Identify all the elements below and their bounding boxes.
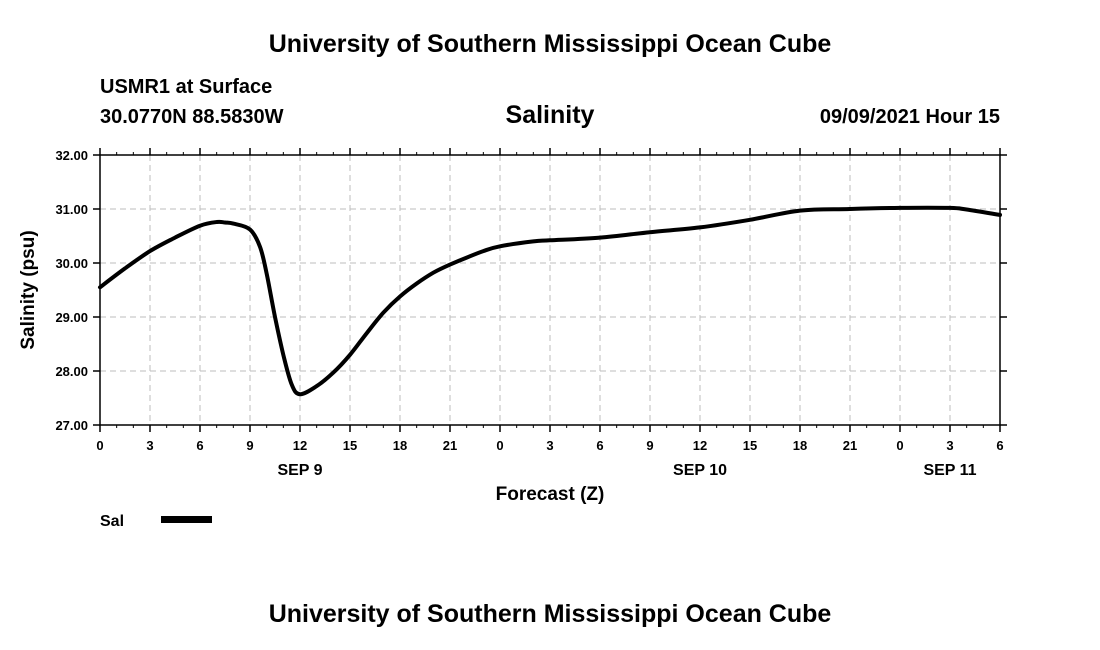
chart-title: Salinity [505, 101, 595, 129]
x-tick-label: 9 [646, 438, 653, 453]
y-tick-label: 30.00 [55, 256, 88, 271]
x-tick-label: 0 [496, 438, 503, 453]
x-tick-label: 3 [946, 438, 953, 453]
x-tick-label: 15 [743, 438, 757, 453]
top-title: University of Southern Mississippi Ocean… [268, 30, 832, 58]
salinity-series-line [98, 205, 1002, 397]
y-tick-label: 27.00 [55, 418, 88, 433]
x-tick-label: 15 [343, 438, 357, 453]
axis-ticks [93, 148, 1007, 432]
x-tick-label: 21 [843, 438, 857, 453]
y-tick-labels: 27.00 28.00 29.00 30.00 31.00 32.00 [55, 148, 88, 433]
x-tick-label: 9 [246, 438, 253, 453]
grid-lines [100, 155, 1000, 425]
station-name: USMR1 at Surface [100, 76, 273, 98]
y-axis-label: Salinity (psu) [18, 230, 39, 349]
legend-line-swatch [161, 516, 212, 523]
y-tick-label: 31.00 [55, 202, 88, 217]
x-tick-label: 6 [996, 438, 1003, 453]
forecast-timestamp: 09/09/2021 Hour 15 [819, 106, 1000, 128]
day-label: SEP 10 [673, 462, 727, 479]
x-tick-label: 18 [393, 438, 407, 453]
x-tick-label: 6 [596, 438, 603, 453]
x-tick-label: 0 [96, 438, 103, 453]
day-labels: SEP 9 SEP 10 SEP 11 [277, 462, 976, 479]
x-tick-label: 12 [693, 438, 707, 453]
x-tick-label: 3 [546, 438, 553, 453]
x-tick-label: 12 [293, 438, 307, 453]
station-coordinates: 30.0770N 88.5830W [100, 106, 284, 128]
bottom-title: University of Southern Mississippi Ocean… [268, 600, 832, 628]
x-axis-label: Forecast (Z) [496, 484, 605, 505]
x-tick-label: 6 [196, 438, 203, 453]
y-tick-label: 32.00 [55, 148, 88, 163]
x-tick-label: 18 [793, 438, 807, 453]
x-tick-label: 0 [896, 438, 903, 453]
x-tick-label: 21 [443, 438, 457, 453]
day-label: SEP 11 [923, 462, 976, 479]
y-tick-label: 29.00 [55, 310, 88, 325]
day-label: SEP 9 [277, 462, 322, 479]
legend-label: Sal [100, 513, 124, 530]
x-tick-label: 3 [146, 438, 153, 453]
x-tick-labels: 0 3 6 9 12 15 18 21 0 3 6 9 12 15 18 21 0 3 6 [96, 438, 1003, 453]
y-tick-label: 28.00 [55, 364, 88, 379]
